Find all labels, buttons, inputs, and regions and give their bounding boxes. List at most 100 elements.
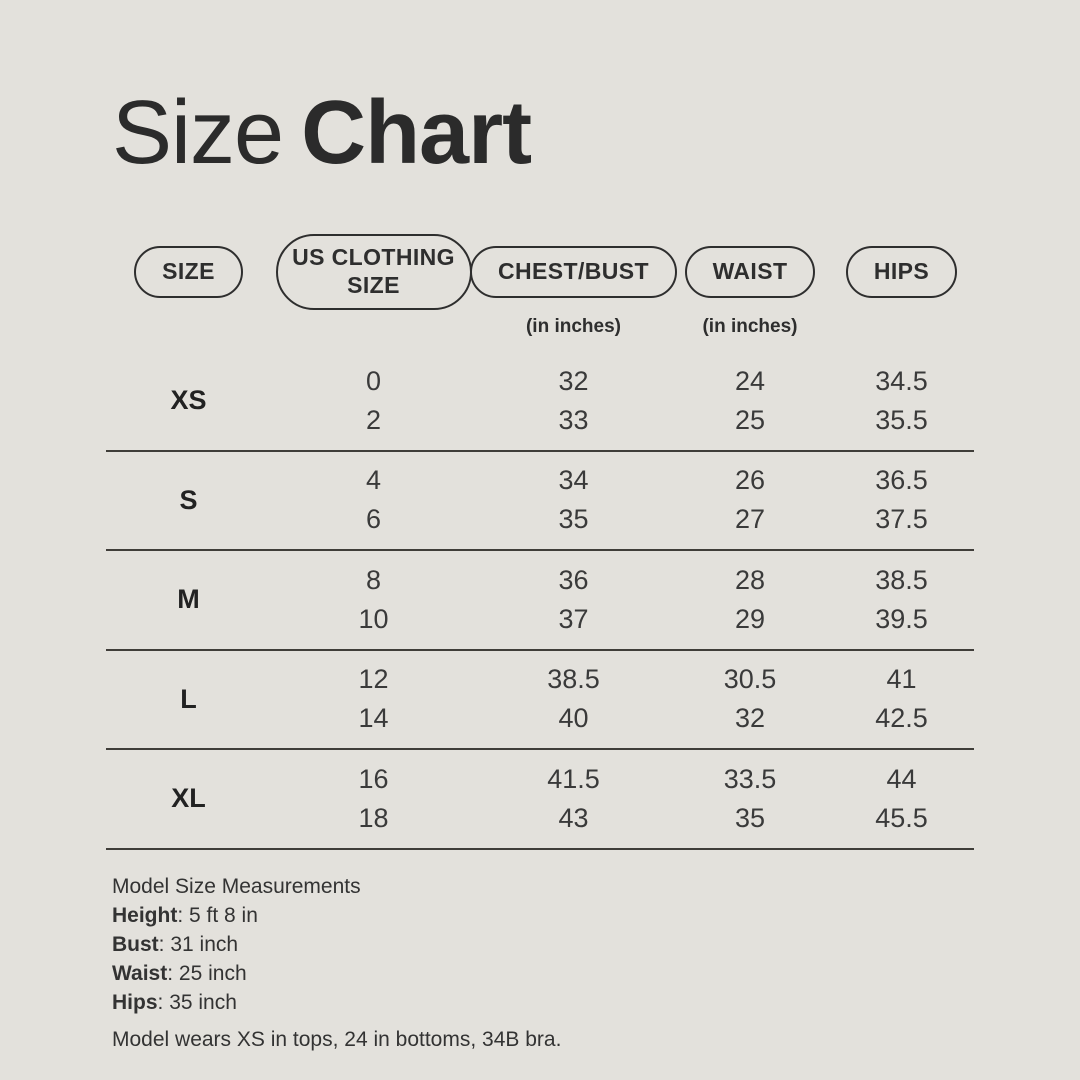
size-label: M <box>177 584 200 615</box>
value: 30.5 <box>723 664 777 695</box>
cell-chest-bust: 32 33 <box>476 362 671 440</box>
measurement-separator: : <box>157 991 170 1014</box>
value: 6 <box>365 504 382 535</box>
measurement-separator: : <box>177 904 189 927</box>
value: 24 <box>734 365 766 396</box>
measurement-separator: : <box>167 962 179 985</box>
chest-bust-column-sublabel: (in inches) <box>525 316 621 337</box>
table-row-m: M 8 10 36 37 28 29 38.5 39.5 <box>106 551 974 651</box>
chest-bust-column-pill: CHEST/BUST <box>470 246 677 298</box>
value: 40 <box>558 703 589 734</box>
measurement-value: 35 inch <box>169 991 237 1014</box>
cell-hips: 36.5 37.5 <box>829 461 974 539</box>
column-header-chest-bust: CHEST/BUST (in inches) <box>470 234 677 340</box>
value: 32 <box>734 703 766 734</box>
cell-waist: 28 29 <box>671 561 829 639</box>
measurement-label: Waist <box>112 962 168 985</box>
size-table-body: XS 0 2 32 33 24 25 34.5 35.5 S 4 6 <box>106 352 974 850</box>
table-row-l: L 12 14 38.5 40 30.5 32 41 42.5 <box>106 651 974 750</box>
value: 16 <box>358 763 389 794</box>
value: 37 <box>558 603 589 634</box>
measurement-value: 31 inch <box>170 933 239 956</box>
cell-waist: 33.5 35 <box>671 760 829 838</box>
size-label: L <box>180 683 197 714</box>
value: 41 <box>886 664 917 695</box>
column-header-waist: WAIST (in inches) <box>671 234 829 340</box>
table-row-xs: XS 0 2 32 33 24 25 34.5 35.5 <box>106 352 974 452</box>
value: 34 <box>558 465 589 496</box>
model-measurements-section: Model Size Measurements Height: 5 ft 8 i… <box>112 872 561 1054</box>
value: 35 <box>734 802 766 833</box>
cell-us-size: 0 2 <box>271 362 476 440</box>
value: 33 <box>558 404 589 435</box>
value: 12 <box>358 664 389 695</box>
value: 41.5 <box>547 763 600 794</box>
value: 39.5 <box>875 603 928 634</box>
measurement-separator: : <box>158 933 171 956</box>
value: 8 <box>365 564 382 595</box>
table-header: SIZE US CLOTHING SIZE CHEST/BUST (in inc… <box>106 234 974 340</box>
page-title-regular: Size <box>112 83 284 183</box>
measurement-height: Height: 5 ft 8 in <box>112 901 561 930</box>
pill-wrap-hips: HIPS <box>845 234 958 310</box>
pill-wrap-waist: WAIST <box>684 234 816 310</box>
model-measurements-heading: Model Size Measurements <box>112 875 361 898</box>
value: 18 <box>358 802 389 833</box>
cell-us-size: 16 18 <box>271 760 476 838</box>
hips-column-pill: HIPS <box>845 246 958 298</box>
cell-hips: 41 42.5 <box>829 660 974 738</box>
pill-wrap-us-clothing-size: US CLOTHING SIZE <box>275 234 472 310</box>
value: 10 <box>358 603 389 634</box>
column-header-us-clothing-size: US CLOTHING SIZE <box>271 234 476 340</box>
size-label: S <box>179 484 198 515</box>
value: 36.5 <box>875 465 928 496</box>
cell-waist: 26 27 <box>671 461 829 539</box>
value: 27 <box>734 504 766 535</box>
value: 34.5 <box>875 365 928 396</box>
value: 14 <box>358 703 389 734</box>
value: 28 <box>734 564 766 595</box>
pill-wrap-size: SIZE <box>134 234 243 310</box>
value: 32 <box>558 365 589 396</box>
size-column-pill: SIZE <box>134 246 243 298</box>
cell-us-size: 8 10 <box>271 561 476 639</box>
value: 25 <box>734 404 766 435</box>
cell-us-size: 12 14 <box>271 660 476 738</box>
value: 44 <box>886 763 917 794</box>
value: 38.5 <box>875 564 928 595</box>
cell-us-size: 4 6 <box>271 461 476 539</box>
waist-column-pill: WAIST <box>684 246 816 298</box>
table-row-xl: XL 16 18 41.5 43 33.5 35 44 45.5 <box>106 750 974 850</box>
value: 37.5 <box>875 504 928 535</box>
pill-wrap-chest-bust: CHEST/BUST <box>470 234 677 310</box>
cell-hips: 38.5 39.5 <box>829 561 974 639</box>
page-title: Size Chart <box>112 88 532 178</box>
cell-chest-bust: 38.5 40 <box>476 660 671 738</box>
measurement-bust: Bust: 31 inch <box>112 930 561 959</box>
value: 45.5 <box>875 802 928 833</box>
value: 36 <box>558 564 589 595</box>
waist-column-sublabel: (in inches) <box>702 316 798 337</box>
measurement-label: Hips <box>112 991 158 1014</box>
cell-chest-bust: 36 37 <box>476 561 671 639</box>
page-title-bold: Chart <box>301 83 532 183</box>
cell-waist: 30.5 32 <box>671 660 829 738</box>
measurement-label: Height <box>112 904 178 927</box>
size-label: XL <box>171 783 206 814</box>
value: 42.5 <box>875 703 928 734</box>
measurement-value: 5 ft 8 in <box>189 904 258 927</box>
value: 35.5 <box>875 404 928 435</box>
table-row-s: S 4 6 34 35 26 27 36.5 37.5 <box>106 452 974 551</box>
column-header-hips: HIPS <box>829 234 974 340</box>
column-header-size: SIZE <box>106 234 271 340</box>
value: 26 <box>734 465 766 496</box>
value: 38.5 <box>547 664 600 695</box>
cell-chest-bust: 34 35 <box>476 461 671 539</box>
measurement-waist: Waist: 25 inch <box>112 959 561 988</box>
value: 43 <box>558 802 589 833</box>
value: 33.5 <box>723 763 777 794</box>
value: 2 <box>365 404 382 435</box>
cell-chest-bust: 41.5 43 <box>476 760 671 838</box>
value: 4 <box>365 465 382 496</box>
